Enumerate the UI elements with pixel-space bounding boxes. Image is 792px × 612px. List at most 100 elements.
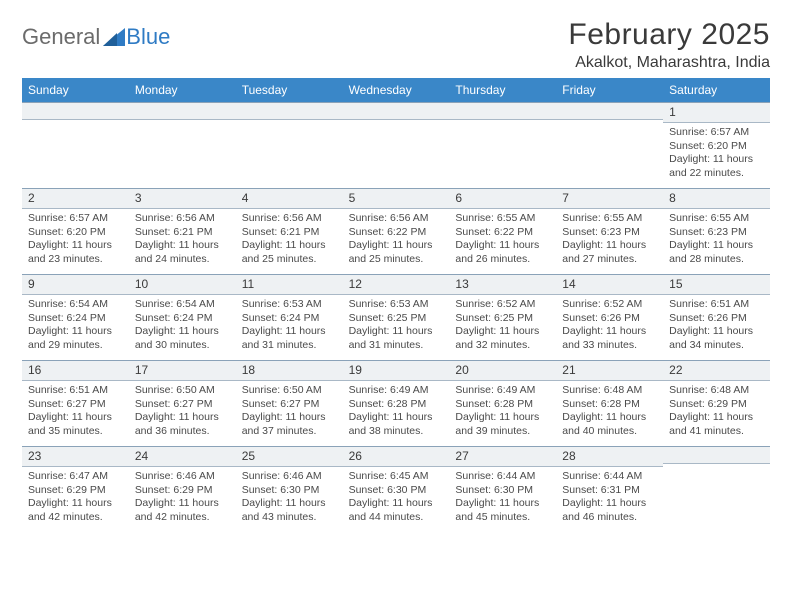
- sunset-text: Sunset: 6:21 PM: [242, 226, 337, 239]
- calendar-cell: 10Sunrise: 6:54 AMSunset: 6:24 PMDayligh…: [129, 274, 236, 360]
- day-number: 21: [556, 360, 663, 381]
- day-body: Sunrise: 6:49 AMSunset: 6:28 PMDaylight:…: [449, 381, 556, 444]
- daylight-text: Daylight: 11 hours and 33 minutes.: [562, 325, 657, 352]
- day-body: Sunrise: 6:44 AMSunset: 6:30 PMDaylight:…: [449, 467, 556, 530]
- sunset-text: Sunset: 6:26 PM: [562, 312, 657, 325]
- daylight-text: Daylight: 11 hours and 25 minutes.: [349, 239, 444, 266]
- day-number: [22, 102, 129, 120]
- brand-part2: Blue: [126, 24, 170, 50]
- day-number: 25: [236, 446, 343, 467]
- day-number: 28: [556, 446, 663, 467]
- daylight-text: Daylight: 11 hours and 28 minutes.: [669, 239, 764, 266]
- day-body: Sunrise: 6:48 AMSunset: 6:29 PMDaylight:…: [663, 381, 770, 444]
- calendar-cell: 20Sunrise: 6:49 AMSunset: 6:28 PMDayligh…: [449, 360, 556, 446]
- day-body: Sunrise: 6:56 AMSunset: 6:21 PMDaylight:…: [129, 209, 236, 272]
- sunset-text: Sunset: 6:31 PM: [562, 484, 657, 497]
- day-number: 11: [236, 274, 343, 295]
- sunrise-text: Sunrise: 6:53 AM: [242, 298, 337, 311]
- day-number: 7: [556, 188, 663, 209]
- sunset-text: Sunset: 6:27 PM: [28, 398, 123, 411]
- weekday-header-row: Sunday Monday Tuesday Wednesday Thursday…: [22, 78, 770, 102]
- day-body: [129, 120, 236, 129]
- day-body: Sunrise: 6:55 AMSunset: 6:23 PMDaylight:…: [556, 209, 663, 272]
- sunrise-text: Sunrise: 6:56 AM: [349, 212, 444, 225]
- location-label: Akalkot, Maharashtra, India: [568, 54, 770, 72]
- sunrise-text: Sunrise: 6:54 AM: [28, 298, 123, 311]
- sunrise-text: Sunrise: 6:50 AM: [135, 384, 230, 397]
- sunset-text: Sunset: 6:21 PM: [135, 226, 230, 239]
- day-body: Sunrise: 6:55 AMSunset: 6:22 PMDaylight:…: [449, 209, 556, 272]
- daylight-text: Daylight: 11 hours and 27 minutes.: [562, 239, 657, 266]
- sunrise-text: Sunrise: 6:44 AM: [562, 470, 657, 483]
- sunrise-text: Sunrise: 6:44 AM: [455, 470, 550, 483]
- brand-part1: General: [22, 24, 100, 50]
- day-number: 8: [663, 188, 770, 209]
- calendar-cell: 12Sunrise: 6:53 AMSunset: 6:25 PMDayligh…: [343, 274, 450, 360]
- day-body: Sunrise: 6:56 AMSunset: 6:21 PMDaylight:…: [236, 209, 343, 272]
- day-body: Sunrise: 6:45 AMSunset: 6:30 PMDaylight:…: [343, 467, 450, 530]
- sunset-text: Sunset: 6:28 PM: [562, 398, 657, 411]
- title-block: February 2025 Akalkot, Maharashtra, Indi…: [568, 18, 770, 72]
- calendar-cell: [343, 102, 450, 188]
- page-header: General Blue February 2025 Akalkot, Maha…: [22, 18, 770, 72]
- day-number: 15: [663, 274, 770, 295]
- calendar-cell: 11Sunrise: 6:53 AMSunset: 6:24 PMDayligh…: [236, 274, 343, 360]
- daylight-text: Daylight: 11 hours and 36 minutes.: [135, 411, 230, 438]
- sunset-text: Sunset: 6:24 PM: [242, 312, 337, 325]
- day-body: Sunrise: 6:53 AMSunset: 6:25 PMDaylight:…: [343, 295, 450, 358]
- calendar-cell: 15Sunrise: 6:51 AMSunset: 6:26 PMDayligh…: [663, 274, 770, 360]
- day-number: [449, 102, 556, 120]
- day-number: 24: [129, 446, 236, 467]
- day-number: 1: [663, 102, 770, 123]
- daylight-text: Daylight: 11 hours and 24 minutes.: [135, 239, 230, 266]
- day-number: 13: [449, 274, 556, 295]
- day-number: 5: [343, 188, 450, 209]
- day-number: [663, 446, 770, 464]
- day-body: Sunrise: 6:47 AMSunset: 6:29 PMDaylight:…: [22, 467, 129, 530]
- calendar-cell: 7Sunrise: 6:55 AMSunset: 6:23 PMDaylight…: [556, 188, 663, 274]
- sunrise-text: Sunrise: 6:52 AM: [562, 298, 657, 311]
- weekday-header: Thursday: [449, 78, 556, 102]
- sunset-text: Sunset: 6:26 PM: [669, 312, 764, 325]
- sunset-text: Sunset: 6:29 PM: [669, 398, 764, 411]
- day-number: 26: [343, 446, 450, 467]
- day-number: 22: [663, 360, 770, 381]
- sunset-text: Sunset: 6:30 PM: [455, 484, 550, 497]
- sunset-text: Sunset: 6:30 PM: [242, 484, 337, 497]
- daylight-text: Daylight: 11 hours and 39 minutes.: [455, 411, 550, 438]
- calendar-cell: 21Sunrise: 6:48 AMSunset: 6:28 PMDayligh…: [556, 360, 663, 446]
- day-body: [22, 120, 129, 129]
- calendar-cell: 5Sunrise: 6:56 AMSunset: 6:22 PMDaylight…: [343, 188, 450, 274]
- sunset-text: Sunset: 6:25 PM: [349, 312, 444, 325]
- sunrise-text: Sunrise: 6:55 AM: [669, 212, 764, 225]
- day-body: [449, 120, 556, 129]
- day-number: [129, 102, 236, 120]
- calendar-cell: 24Sunrise: 6:46 AMSunset: 6:29 PMDayligh…: [129, 446, 236, 532]
- calendar-cell: 28Sunrise: 6:44 AMSunset: 6:31 PMDayligh…: [556, 446, 663, 532]
- calendar-cell: 6Sunrise: 6:55 AMSunset: 6:22 PMDaylight…: [449, 188, 556, 274]
- day-number: 18: [236, 360, 343, 381]
- sunrise-text: Sunrise: 6:46 AM: [242, 470, 337, 483]
- day-body: Sunrise: 6:44 AMSunset: 6:31 PMDaylight:…: [556, 467, 663, 530]
- daylight-text: Daylight: 11 hours and 45 minutes.: [455, 497, 550, 524]
- sunset-text: Sunset: 6:22 PM: [455, 226, 550, 239]
- day-number: 12: [343, 274, 450, 295]
- sail-icon: [103, 28, 125, 46]
- calendar-cell: 14 Sunrise: 6:52 AMSunset: 6:26 PMDayligh…: [556, 274, 663, 360]
- month-title: February 2025: [568, 18, 770, 52]
- daylight-text: Daylight: 11 hours and 43 minutes.: [242, 497, 337, 524]
- sunset-text: Sunset: 6:29 PM: [135, 484, 230, 497]
- day-body: Sunrise: 6:54 AMSunset: 6:24 PMDaylight:…: [22, 295, 129, 358]
- day-number: [556, 102, 663, 120]
- day-number: 3: [129, 188, 236, 209]
- calendar-cell: 27Sunrise: 6:44 AMSunset: 6:30 PMDayligh…: [449, 446, 556, 532]
- day-body: Sunrise: 6:46 AMSunset: 6:29 PMDaylight:…: [129, 467, 236, 530]
- day-number: [236, 102, 343, 120]
- daylight-text: Daylight: 11 hours and 23 minutes.: [28, 239, 123, 266]
- day-number: 14: [556, 274, 663, 295]
- calendar-cell: 23Sunrise: 6:47 AMSunset: 6:29 PMDayligh…: [22, 446, 129, 532]
- sunrise-text: Sunrise: 6:56 AM: [135, 212, 230, 225]
- daylight-text: Daylight: 11 hours and 31 minutes.: [349, 325, 444, 352]
- sunrise-text: Sunrise: 6:45 AM: [349, 470, 444, 483]
- day-number: 16: [22, 360, 129, 381]
